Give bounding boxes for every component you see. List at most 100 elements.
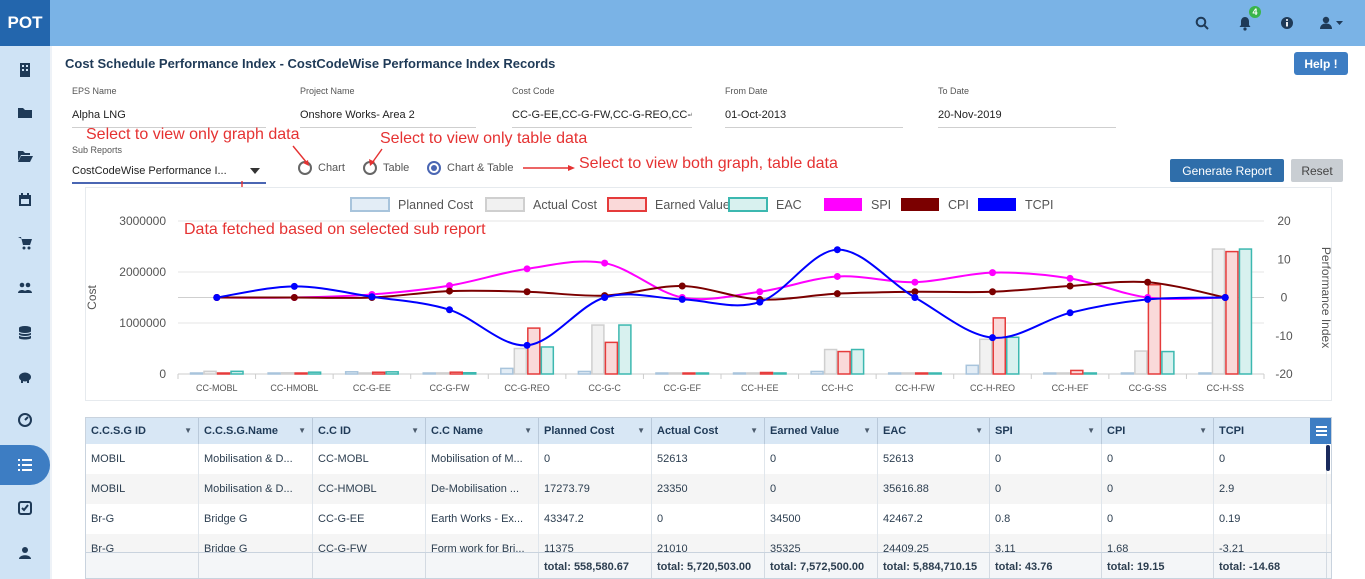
- to-date-field[interactable]: 20-Nov-2019: [938, 106, 1116, 128]
- table-cell: 0: [765, 474, 878, 504]
- column-header[interactable]: C.C Name ▼: [426, 418, 539, 444]
- table-cell: 0: [1214, 444, 1327, 474]
- from-date-field[interactable]: 01-Oct-2013: [725, 106, 903, 128]
- table-cell: 2.9: [1214, 474, 1327, 504]
- total-cell: [86, 553, 199, 578]
- notification-badge: 4: [1249, 6, 1261, 18]
- bar-earned-value: [294, 372, 308, 375]
- legend-swatch: [728, 197, 768, 212]
- chart-table-radio-label[interactable]: Chart & Table: [447, 162, 514, 174]
- column-header[interactable]: EAC ▼: [878, 418, 990, 444]
- chart-radio-label[interactable]: Chart: [318, 162, 345, 174]
- sidebar-item-folder-open[interactable]: [0, 136, 50, 176]
- bar-actual-cost: [823, 348, 838, 375]
- bar-planned-cost: [500, 367, 514, 375]
- grid-scrollbar[interactable]: [1326, 445, 1330, 471]
- column-header[interactable]: Planned Cost ▼: [539, 418, 652, 444]
- sidebar-item-dashboard[interactable]: [0, 400, 50, 440]
- column-header[interactable]: C.C.S.G ID ▼: [86, 418, 199, 444]
- reset-button[interactable]: Reset: [1291, 159, 1343, 182]
- column-header-label: Actual Cost: [657, 425, 719, 437]
- legend-swatch: [485, 197, 525, 212]
- project-name-field[interactable]: Onshore Works- Area 2: [300, 106, 476, 128]
- column-header[interactable]: Actual Cost ▼: [652, 418, 765, 444]
- app-logo[interactable]: POT: [0, 0, 50, 46]
- user-menu-icon[interactable]: [1318, 13, 1346, 33]
- sort-caret-icon[interactable]: ▼: [637, 426, 645, 435]
- sort-caret-icon[interactable]: ▼: [863, 426, 871, 435]
- column-header-label: EAC: [883, 425, 907, 437]
- bar-earned-value: [371, 371, 386, 375]
- sidebar-item-users[interactable]: [0, 268, 50, 308]
- folder-icon: [18, 108, 32, 118]
- help-button[interactable]: Help !: [1294, 52, 1348, 75]
- y-tick-label: 1000000: [119, 316, 166, 330]
- table-cell: 42467.2: [878, 504, 990, 534]
- bar-actual-cost: [436, 372, 450, 375]
- line-spi: [216, 260, 1226, 301]
- column-header[interactable]: C.C.S.G.Name ▼: [199, 418, 313, 444]
- y2-tick-label: 0: [1281, 291, 1288, 305]
- bar-eac: [230, 370, 244, 375]
- bar-eac: [850, 348, 865, 375]
- chart-container: 3000000 2000000 1000000 0 20 10 0 -10 -20 Cost Per…: [85, 187, 1333, 401]
- eps-name-field[interactable]: Alpha LNG: [72, 106, 266, 128]
- search-icon[interactable]: [1192, 13, 1212, 33]
- table-row[interactable]: Br-G Bridge G CC-G-EE Earth Works - Ex... 43…: [86, 504, 1331, 534]
- legend-swatch: [978, 198, 1016, 211]
- sort-caret-icon[interactable]: ▼: [524, 426, 532, 435]
- legend-swatch: [824, 198, 862, 211]
- sort-caret-icon[interactable]: ▼: [975, 426, 983, 435]
- sidebar-item-calendar[interactable]: [0, 180, 50, 220]
- point-tcpi: [911, 294, 919, 301]
- bar-actual-cost: [591, 324, 605, 375]
- table-cell: Mobilisation & D...: [199, 474, 313, 504]
- bar-earned-value: [1070, 369, 1084, 375]
- bar-eac: [1161, 350, 1175, 375]
- generate-report-button[interactable]: Generate Report: [1170, 159, 1284, 182]
- sidebar-item-cart[interactable]: [0, 223, 50, 263]
- user-icon: [19, 547, 31, 559]
- column-header[interactable]: CPI ▼: [1102, 418, 1214, 444]
- data-grid: C.C.S.G ID ▼ C.C.S.G.Name ▼ C.C ID ▼ C.C Name ▼…: [85, 417, 1332, 579]
- sort-caret-icon[interactable]: ▼: [1199, 426, 1207, 435]
- legend-label: EAC: [776, 198, 802, 212]
- chart-table-radio[interactable]: [427, 161, 441, 175]
- cost-code-field[interactable]: CC-G-EE,CC-G-FW,CC-G-REO,CC-G-C,: [512, 106, 692, 128]
- table-cell: De-Mobilisation ...: [426, 474, 539, 504]
- column-header-label: C.C.S.G.Name: [204, 425, 278, 437]
- sidebar-item-folder[interactable]: [0, 93, 50, 133]
- bar-planned-cost: [577, 370, 592, 375]
- sort-caret-icon[interactable]: ▼: [1087, 426, 1095, 435]
- table-row[interactable]: MOBIL Mobilisation & D... CC-HMOBL De-Mobil…: [86, 474, 1331, 504]
- table-cell: 0.19: [1214, 504, 1327, 534]
- bar-eac: [385, 371, 399, 375]
- bell-icon[interactable]: [1235, 13, 1255, 33]
- point-tcpi: [290, 282, 298, 290]
- table-radio-label[interactable]: Table: [383, 162, 410, 174]
- bar-earned-value: [837, 350, 851, 375]
- sidebar-item-list[interactable]: [0, 445, 50, 485]
- sidebar-item-piggy-bank[interactable]: [0, 357, 50, 397]
- sidebar-item-checkbox[interactable]: [0, 488, 50, 528]
- bar-planned-cost: [965, 364, 979, 375]
- sort-caret-icon[interactable]: ▼: [411, 426, 419, 435]
- table-row[interactable]: MOBIL Mobilisation & D... CC-MOBL Mobilisat…: [86, 444, 1331, 474]
- bar-earned-value: [1225, 250, 1239, 375]
- info-icon[interactable]: [1277, 13, 1297, 33]
- column-menu-button[interactable]: [1310, 418, 1331, 444]
- bar-actual-cost: [513, 347, 528, 375]
- sidebar-item-building[interactable]: [0, 50, 50, 90]
- annotation-sub-report: Data fetched based on selected sub repor…: [184, 221, 486, 238]
- sub-reports-select[interactable]: CostCodeWise Performance I...: [72, 162, 266, 184]
- sort-caret-icon[interactable]: ▼: [298, 426, 306, 435]
- sidebar-item-database[interactable]: [0, 313, 50, 353]
- column-header[interactable]: C.C ID ▼: [313, 418, 426, 444]
- column-header[interactable]: Earned Value ▼: [765, 418, 878, 444]
- sidebar-item-user[interactable]: [0, 533, 50, 573]
- bar-planned-cost: [810, 370, 824, 375]
- sort-caret-icon[interactable]: ▼: [750, 426, 758, 435]
- column-header[interactable]: SPI ▼: [990, 418, 1102, 444]
- table-cell: CC-MOBL: [313, 444, 426, 474]
- sort-caret-icon[interactable]: ▼: [184, 426, 192, 435]
